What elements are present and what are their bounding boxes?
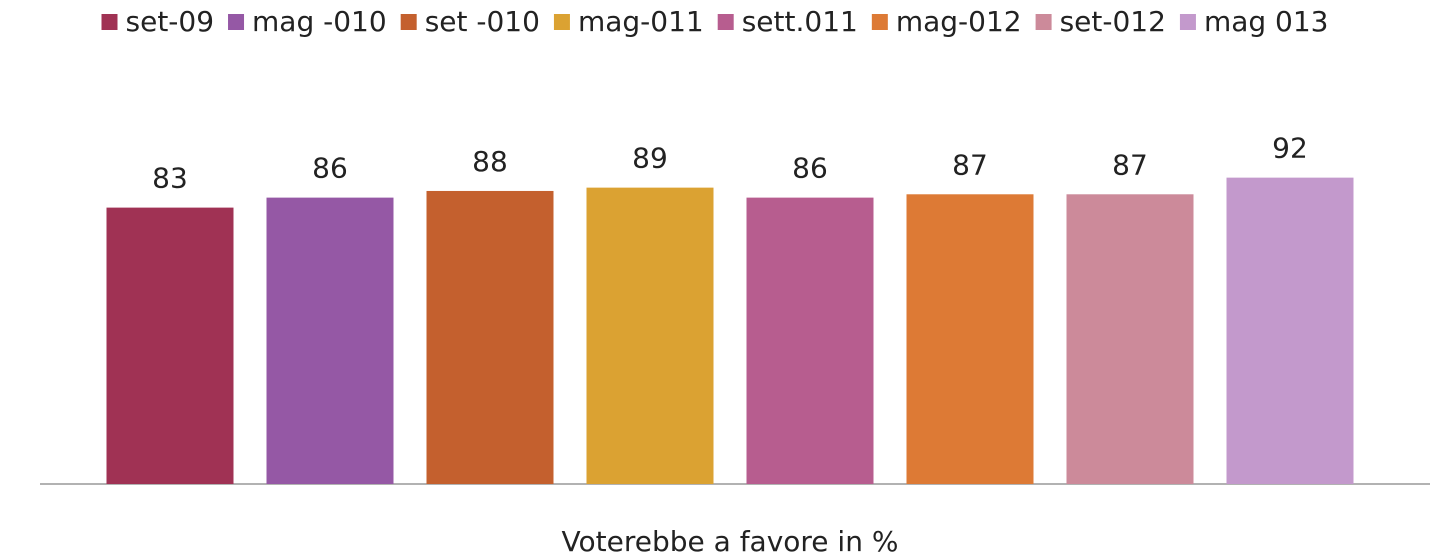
- legend-swatch: [400, 14, 417, 30]
- legend-swatch: [553, 14, 570, 30]
- legend-swatch: [101, 14, 118, 30]
- legend-swatch: [228, 14, 245, 30]
- legend-label: mag -010: [252, 5, 387, 38]
- data-label: 86: [312, 152, 348, 185]
- bar: [1066, 194, 1194, 485]
- bar: [266, 197, 394, 484]
- bar: [1226, 177, 1354, 484]
- legend-swatch: [1179, 14, 1196, 30]
- legend-label: mag 013: [1204, 5, 1329, 38]
- bar: [426, 190, 554, 484]
- legend-swatch: [1035, 14, 1052, 30]
- data-label: 83: [152, 162, 188, 195]
- legend-label: set-012: [1060, 5, 1166, 38]
- data-label: 87: [1112, 148, 1148, 181]
- data-label: 92: [1272, 132, 1308, 165]
- bar: [746, 197, 874, 484]
- bar: [106, 207, 234, 485]
- legend-swatch: [871, 14, 888, 30]
- bar: [906, 194, 1034, 485]
- data-label: 86: [792, 152, 828, 185]
- legend-label: sett.011: [742, 5, 858, 38]
- data-label: 89: [632, 142, 668, 175]
- data-label: 87: [952, 148, 988, 181]
- legend-label: mag-012: [896, 5, 1022, 38]
- legend-label: mag-011: [578, 5, 704, 38]
- bar: [586, 187, 714, 484]
- data-label: 88: [472, 145, 508, 178]
- legend-label: set-09: [126, 5, 215, 38]
- legend-label: set -010: [425, 5, 540, 38]
- legend-swatch: [717, 14, 734, 30]
- category-label: Voterebbe a favore in %: [562, 525, 899, 555]
